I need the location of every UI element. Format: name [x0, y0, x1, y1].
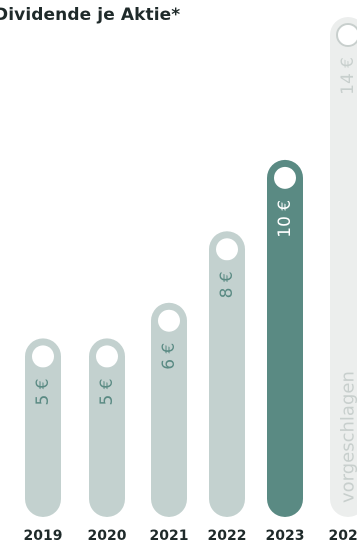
annotation-vorgeschlagen: vorgeschlagen: [338, 371, 357, 503]
x-tick-2021: 2021: [150, 528, 189, 544]
bar-knob-2022: [216, 238, 238, 261]
value-label-2021: 6 €: [159, 343, 179, 370]
value-label-2023: 10 €: [275, 200, 295, 238]
bar-knob-2024: [336, 23, 357, 47]
bar-2024: [330, 17, 357, 517]
x-tick-2023: 2023: [266, 528, 305, 544]
bar-knob-2023: [274, 166, 296, 189]
bar-2019: [25, 338, 61, 517]
x-tick-2024: 2024: [329, 528, 357, 544]
chart-title: Dividende je Aktie*: [0, 5, 181, 25]
value-label-2024: 14 €: [338, 57, 357, 95]
bar-2022: [209, 231, 245, 518]
x-tick-2020: 2020: [88, 528, 127, 544]
x-tick-2019: 2019: [24, 528, 63, 544]
bar-2023: [267, 159, 303, 517]
bar-2020: [89, 338, 125, 517]
value-label-2022: 8 €: [217, 271, 237, 298]
bar-knob-2020: [96, 345, 118, 368]
bar-knob-2019: [32, 345, 54, 368]
value-label-2020: 5 €: [97, 378, 117, 405]
bar-knob-2021: [158, 309, 180, 332]
value-label-2019: 5 €: [33, 378, 53, 405]
x-tick-2022: 2022: [208, 528, 247, 544]
bar-2021: [151, 302, 187, 517]
